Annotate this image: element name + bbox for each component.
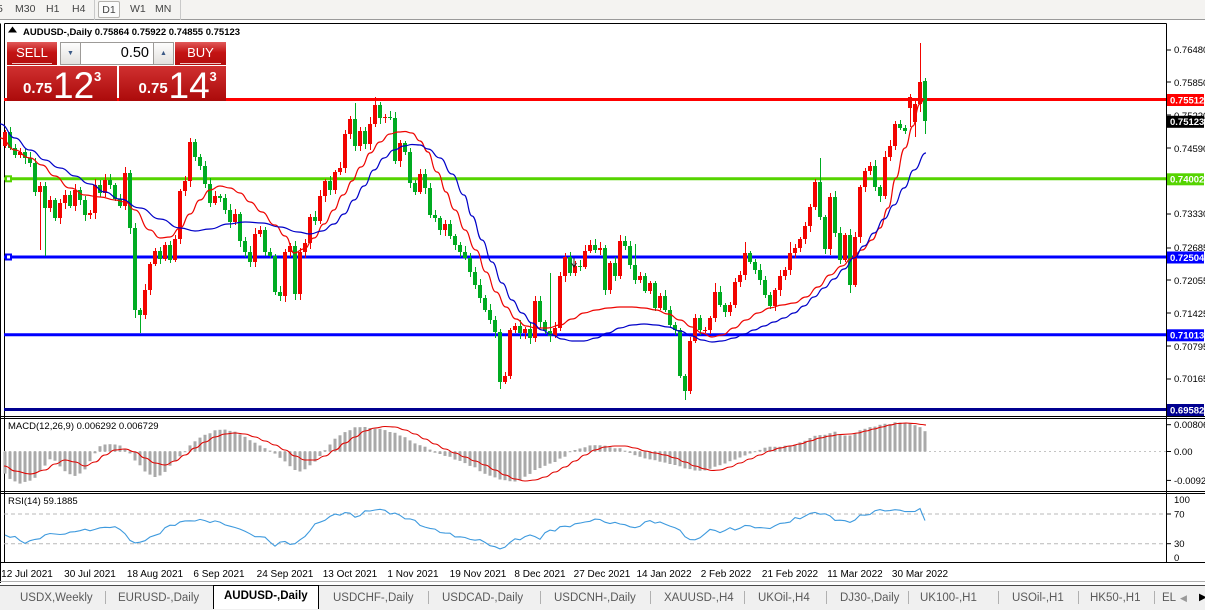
svg-text:0.75850: 0.75850 [1174, 78, 1205, 89]
svg-text:27 Dec 2021: 27 Dec 2021 [574, 569, 631, 580]
svg-text:21 Feb 2022: 21 Feb 2022 [762, 569, 819, 580]
svg-text:1 Nov 2021: 1 Nov 2021 [387, 569, 439, 580]
svg-text:0.72055: 0.72055 [1174, 276, 1205, 287]
svg-text:30 Mar 2022: 30 Mar 2022 [892, 569, 949, 580]
svg-text:13 Oct 2021: 13 Oct 2021 [323, 569, 378, 580]
svg-text:MACD(12,26,9) 0.006292 0.00672: MACD(12,26,9) 0.006292 0.006729 [8, 421, 159, 432]
svg-text:0.76480: 0.76480 [1174, 45, 1205, 56]
svg-text:0.75123: 0.75123 [1170, 117, 1204, 128]
svg-text:70: 70 [1174, 510, 1185, 521]
svg-text:6 Sep 2021: 6 Sep 2021 [193, 569, 245, 580]
svg-text:30 Jul 2021: 30 Jul 2021 [64, 569, 116, 580]
svg-text:19 Nov 2021: 19 Nov 2021 [450, 569, 507, 580]
svg-text:0.71013: 0.71013 [1170, 331, 1204, 342]
svg-text:-0.00928: -0.00928 [1174, 476, 1205, 487]
svg-text:0.00: 0.00 [1174, 447, 1193, 458]
svg-text:AUDUSD-,Daily 0.75864 0.75922: AUDUSD-,Daily 0.75864 0.75922 0.74855 0.… [23, 27, 240, 38]
svg-text:0.75512: 0.75512 [1170, 95, 1204, 106]
svg-text:RSI(14) 59.1885: RSI(14) 59.1885 [8, 496, 78, 507]
svg-text:0.72685: 0.72685 [1174, 243, 1205, 254]
svg-text:100: 100 [1174, 495, 1190, 506]
svg-text:0.72504: 0.72504 [1170, 253, 1205, 264]
svg-text:0.70795: 0.70795 [1174, 342, 1205, 353]
svg-text:18 Aug 2021: 18 Aug 2021 [127, 569, 184, 580]
svg-text:30: 30 [1174, 539, 1185, 550]
svg-text:24 Sep 2021: 24 Sep 2021 [257, 569, 314, 580]
svg-text:0: 0 [1174, 553, 1179, 564]
svg-text:8 Dec 2021: 8 Dec 2021 [514, 569, 566, 580]
svg-text:0.00806: 0.00806 [1174, 420, 1205, 431]
svg-text:14 Jan 2022: 14 Jan 2022 [636, 569, 691, 580]
svg-text:0.73330: 0.73330 [1174, 209, 1205, 220]
svg-text:0.70165: 0.70165 [1174, 374, 1205, 385]
svg-text:12 Jul 2021: 12 Jul 2021 [1, 569, 53, 580]
svg-text:0.74002: 0.74002 [1170, 175, 1204, 186]
svg-text:0.69582: 0.69582 [1170, 405, 1204, 416]
svg-text:0.74590: 0.74590 [1174, 144, 1205, 155]
svg-text:0.71425: 0.71425 [1174, 309, 1205, 320]
svg-text:2 Feb 2022: 2 Feb 2022 [701, 569, 752, 580]
svg-text:11 Mar 2022: 11 Mar 2022 [827, 569, 883, 580]
